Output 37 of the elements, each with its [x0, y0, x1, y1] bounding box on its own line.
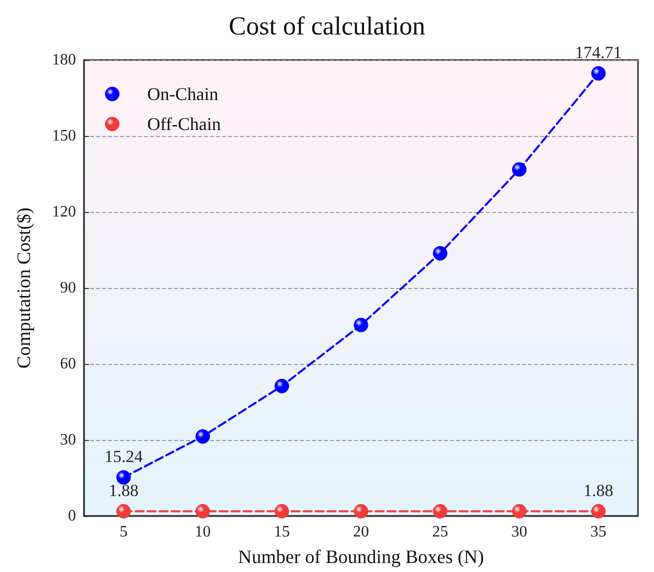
chart-title: Cost of calculation — [228, 12, 426, 40]
point — [591, 66, 606, 81]
point — [354, 318, 368, 332]
x-tick-label: 35 — [590, 524, 606, 540]
y-tick-label: 120 — [52, 204, 76, 220]
y-tick-label: 90 — [60, 280, 76, 296]
legend-label: On-Chain — [147, 84, 218, 104]
point — [512, 504, 527, 518]
x-tick-label: 20 — [353, 524, 369, 540]
y-axis-title: Computation Cost($) — [14, 208, 35, 368]
point — [432, 246, 448, 261]
point — [195, 429, 210, 444]
point — [116, 470, 131, 485]
point — [512, 162, 527, 177]
data-label: 1.88 — [584, 480, 614, 500]
y-tick-label: 180 — [52, 52, 76, 68]
point — [274, 504, 290, 518]
point — [432, 504, 448, 518]
data-label: 15.24 — [104, 447, 144, 466]
point — [274, 378, 290, 394]
y-tick-label: 150 — [52, 128, 76, 144]
legend-label: Off-Chain — [147, 114, 221, 134]
x-tick-label: 10 — [194, 524, 211, 540]
x-tick-label: 15 — [274, 524, 290, 540]
x-axis-title: Number of Bounding Boxes (N) — [238, 547, 484, 568]
x-tick-label: 25 — [432, 524, 448, 540]
point — [591, 504, 606, 518]
x-tick-label: 30 — [511, 524, 528, 540]
point — [116, 504, 131, 518]
y-tick-label: 0 — [68, 508, 76, 524]
data-label: 174.71 — [575, 43, 622, 62]
point — [354, 504, 368, 518]
x-tick-label: 5 — [120, 524, 128, 540]
point — [195, 504, 210, 518]
y-tick-label: 60 — [60, 356, 76, 372]
data-label: 1.88 — [108, 480, 138, 500]
y-tick-label: 30 — [60, 432, 76, 448]
